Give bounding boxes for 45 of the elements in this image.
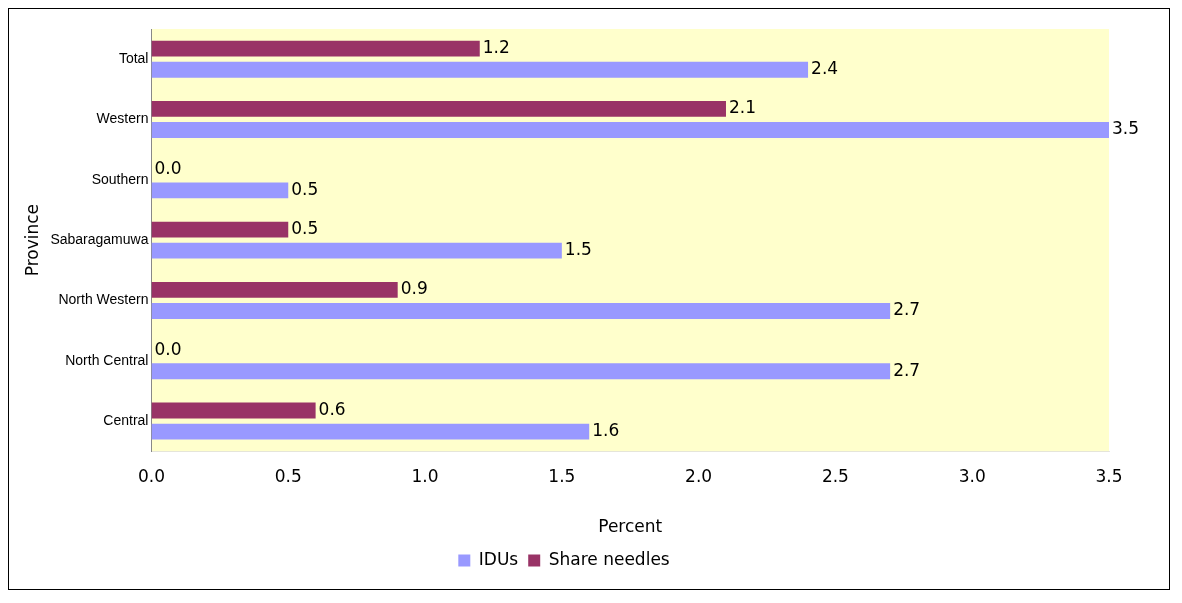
data-label: 1.5 (564, 239, 592, 260)
bar (151, 122, 1109, 138)
legend-label: IDUs (478, 548, 519, 569)
legend-label: Share needles (548, 548, 670, 569)
data-label: 2.1 (728, 97, 757, 118)
bar (151, 182, 289, 199)
x-tick-label: 2.5 (821, 465, 849, 486)
y-tick-label: Sabaragamuwa (50, 230, 149, 247)
data-label: 0.6 (318, 398, 346, 419)
bar (151, 242, 562, 259)
x-tick-label: 3.5 (1095, 465, 1123, 486)
bar (151, 40, 480, 57)
data-label: 1.2 (482, 37, 510, 58)
bar (151, 423, 590, 440)
x-tick-label: 1.5 (548, 465, 576, 486)
x-tick-label: 1.0 (411, 465, 439, 486)
data-label: 2.7 (893, 359, 921, 380)
data-label: 0.5 (291, 178, 319, 199)
data-label: 3.5 (1112, 118, 1140, 139)
data-label: 1.6 (592, 420, 620, 441)
bar (151, 101, 726, 117)
y-tick-label: Central (103, 411, 149, 428)
y-axis-title: Province (21, 203, 42, 277)
bar (151, 221, 289, 238)
bar (151, 303, 891, 319)
data-label: 2.4 (811, 58, 839, 79)
data-label: 0.0 (154, 157, 182, 178)
x-tick-label: 2.0 (685, 465, 713, 486)
data-label: 0.9 (400, 278, 428, 299)
y-tick-label: North Central (65, 351, 149, 368)
bar (151, 61, 809, 78)
x-tick-label: 0.5 (274, 465, 302, 486)
data-label: 0.5 (291, 217, 319, 238)
x-axis-title: Percent (598, 516, 663, 537)
y-tick-label: Total (118, 50, 149, 67)
y-tick-label: Western (96, 110, 149, 127)
y-tick-label: North Western (58, 291, 149, 308)
x-tick-label: 3.0 (958, 465, 986, 486)
data-label: 2.7 (893, 299, 921, 320)
bar (151, 363, 891, 380)
data-label: 0.0 (154, 338, 182, 359)
bar (151, 281, 398, 298)
x-tick-label: 0.0 (137, 465, 165, 486)
y-tick-label: Southern (91, 170, 149, 187)
bar (151, 402, 316, 419)
